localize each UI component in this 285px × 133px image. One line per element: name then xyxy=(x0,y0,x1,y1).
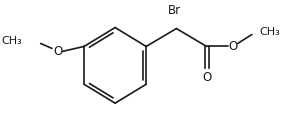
Text: CH₃: CH₃ xyxy=(259,26,280,37)
Text: CH₃: CH₃ xyxy=(1,36,22,46)
Text: Br: Br xyxy=(168,4,181,17)
Text: O: O xyxy=(202,71,212,84)
Text: O: O xyxy=(53,45,62,58)
Text: O: O xyxy=(228,40,238,53)
